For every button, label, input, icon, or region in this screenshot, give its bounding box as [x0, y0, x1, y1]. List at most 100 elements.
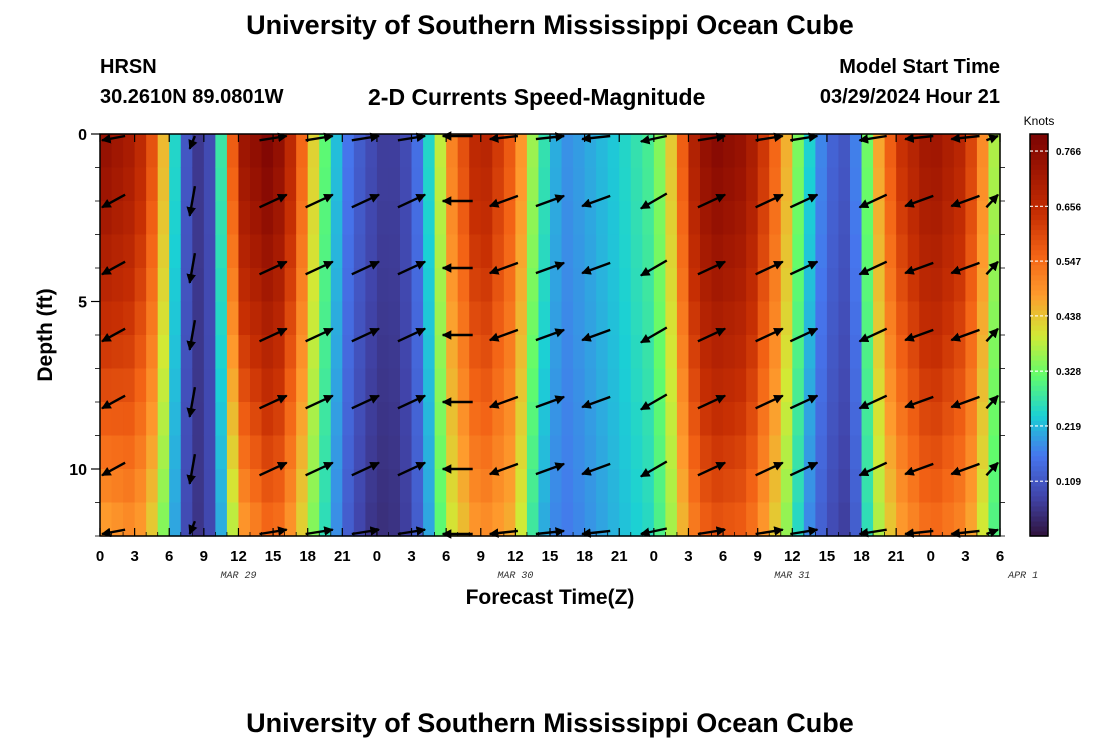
heatmap-cell — [746, 402, 759, 437]
heatmap-cell — [630, 201, 643, 236]
current-vector — [488, 395, 519, 409]
colorbar-frame — [1029, 133, 1049, 537]
heatmap-cell — [723, 268, 736, 303]
heatmap-cell — [146, 335, 159, 370]
current-vector — [101, 461, 126, 477]
heatmap-cell — [192, 167, 205, 202]
heatmap-cell — [619, 301, 632, 336]
heatmap-cell — [861, 301, 874, 336]
heatmap-cell — [157, 201, 170, 236]
heatmap-cell — [653, 167, 666, 202]
heatmap-cell — [976, 469, 990, 504]
heatmap-cell — [619, 502, 632, 537]
heatmap-cell — [792, 167, 805, 202]
heatmap-cell — [100, 435, 113, 470]
heatmap-cell — [700, 167, 713, 202]
heatmap-cell — [446, 368, 459, 403]
current-vector — [755, 394, 784, 410]
current-vector — [397, 193, 426, 209]
heatmap-cell — [342, 268, 355, 303]
heatmap-cell — [838, 301, 851, 336]
heatmap-cell — [780, 201, 793, 236]
heatmap-cell — [134, 435, 147, 470]
heatmap-cell — [619, 469, 632, 504]
colorbar-segment — [1030, 385, 1048, 391]
heatmap-cell — [700, 134, 713, 169]
heatmap-cell — [930, 167, 943, 202]
heatmap-cell — [700, 402, 713, 437]
heatmap-cell — [665, 368, 678, 403]
heatmap-cell — [873, 268, 886, 303]
heatmap-cell — [803, 268, 816, 303]
heatmap-cell — [780, 368, 793, 403]
heatmap-cell — [411, 234, 424, 269]
heatmap-cell — [457, 167, 470, 202]
colorbar-segment — [1030, 360, 1048, 366]
colorbar-segment — [1030, 400, 1048, 406]
current-vector — [101, 527, 126, 538]
x-tick-label: 21 — [888, 548, 905, 565]
heatmap-cell — [400, 435, 413, 470]
heatmap-cell — [746, 234, 759, 269]
heatmap-cell — [342, 134, 355, 169]
heatmap-cell — [550, 402, 563, 437]
heatmap-cell — [261, 335, 274, 370]
heatmap-cell — [550, 435, 563, 470]
colorbar-segment — [1030, 420, 1048, 427]
heatmap-cell — [134, 402, 147, 437]
heatmap-cell — [561, 268, 574, 303]
heatmap-cell — [653, 201, 666, 236]
heatmap-cell — [238, 469, 251, 504]
heatmap-cell — [988, 301, 1001, 336]
heatmap-cell — [342, 435, 355, 470]
colorbar-segment — [1030, 264, 1048, 271]
heatmap-cell — [457, 134, 470, 169]
heatmap-cell — [688, 335, 701, 370]
heatmap-cell — [411, 268, 424, 303]
heatmap-cell — [457, 268, 470, 303]
heatmap-cell — [584, 234, 597, 269]
heatmap-cell — [388, 234, 401, 269]
heatmap-cell — [711, 469, 724, 504]
heatmap-cell — [376, 335, 390, 370]
current-vector — [640, 326, 668, 344]
heatmap-cell — [919, 368, 932, 403]
page-title: University of Southern Mississippi Ocean… — [246, 10, 854, 40]
heatmap-cell — [584, 469, 597, 504]
current-vector — [488, 462, 519, 476]
heatmap-cell — [676, 469, 690, 504]
heatmap-cell — [515, 335, 528, 370]
colorbar-segment — [1030, 199, 1048, 205]
heatmap-cell — [896, 268, 909, 303]
heatmap-cell — [803, 469, 816, 504]
x-tick-label: 0 — [650, 548, 658, 565]
x-tick-label: 15 — [542, 548, 559, 565]
heatmap-cell — [619, 167, 632, 202]
heatmap-cell — [134, 469, 147, 504]
current-vector — [985, 260, 999, 276]
date-label: APR 1 — [1007, 571, 1038, 582]
heatmap-cell — [376, 268, 390, 303]
heatmap-cell — [676, 201, 690, 236]
heatmap-cell — [503, 167, 516, 202]
heatmap-cell — [607, 402, 620, 437]
heatmap-cell — [988, 335, 1001, 370]
heatmap-cell — [100, 402, 113, 437]
colorbar-segment — [1030, 309, 1048, 316]
heatmap-cell — [203, 234, 216, 269]
heatmap-cell — [688, 201, 701, 236]
heatmap-cell — [273, 335, 286, 370]
heatmap-cell — [146, 201, 159, 236]
heatmap-cell — [538, 368, 551, 403]
heatmap-cell — [746, 368, 759, 403]
heatmap-cell — [319, 368, 332, 403]
heatmap-cell — [503, 134, 516, 169]
heatmap-cell — [734, 335, 747, 370]
current-vector — [789, 461, 819, 477]
heatmap-cell — [919, 167, 932, 202]
heatmap-cell — [896, 335, 909, 370]
heatmap-cell — [630, 167, 643, 202]
heatmap-cell — [838, 167, 851, 202]
heatmap-cell — [157, 469, 170, 504]
heatmap-cell — [342, 335, 355, 370]
